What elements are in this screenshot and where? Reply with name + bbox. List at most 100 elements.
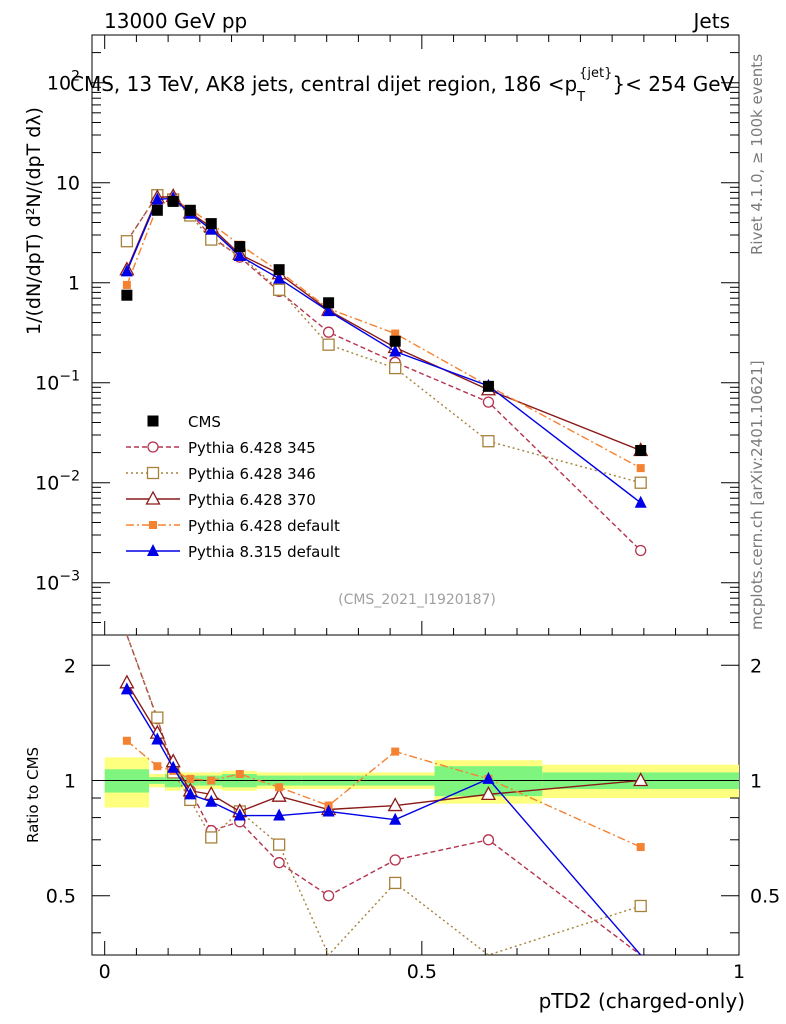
ratio-point-p8def xyxy=(167,760,180,773)
point-p345 xyxy=(322,326,335,338)
ratio-point-p6def xyxy=(186,774,195,783)
legend-marker-p6def xyxy=(149,521,157,529)
point-p346 xyxy=(205,233,218,246)
point-p8def xyxy=(389,344,402,357)
mcplots-label: mcplots.cern.ch [arXiv:2401.10621] xyxy=(748,360,766,630)
ratio-point-p8def xyxy=(273,808,286,821)
y-tick-label-main: 10−3 xyxy=(35,569,80,595)
legend-marker-p346 xyxy=(146,466,160,480)
y-tick-label-main: 1 xyxy=(68,273,80,295)
point-p8def xyxy=(634,495,647,508)
point-p345 xyxy=(635,544,647,557)
ratio-point-p8def xyxy=(322,804,335,817)
ratio-point-p6def xyxy=(275,783,284,792)
y-tick-label-ratio: 2 xyxy=(64,655,76,677)
legend-label-p370: Pythia 6.428 370 xyxy=(188,491,316,509)
ratio-point-p345 xyxy=(389,854,401,866)
ratio-point-p346 xyxy=(389,876,402,890)
ratio-point-p6def xyxy=(235,769,244,778)
legend-marker-p345 xyxy=(147,441,159,453)
ratio-point-p8def xyxy=(120,682,133,695)
ratio-line-p346 xyxy=(126,634,641,957)
point-p6def xyxy=(122,280,131,289)
legend-marker-p370 xyxy=(145,490,161,505)
ratio-point-p8def xyxy=(151,732,164,745)
y-tick-label-main: 10−1 xyxy=(35,369,80,395)
y-tick-label-main: 10−2 xyxy=(35,469,80,495)
cms-data-point xyxy=(205,218,217,230)
ratio-point-p8def xyxy=(184,787,197,800)
ratio-series xyxy=(119,634,649,957)
y-tick-label-ratio-right: 0.5 xyxy=(750,886,780,908)
ratio-point-p345 xyxy=(482,834,495,846)
point-p8def xyxy=(151,192,164,205)
ratio-point-p6def xyxy=(391,747,400,756)
cms-data-point xyxy=(482,380,494,392)
point-p346 xyxy=(272,283,286,296)
ratio-point-p8def xyxy=(205,794,218,807)
ratio-point-p346 xyxy=(151,711,164,724)
ratio-point-p345 xyxy=(273,857,285,869)
y-tick-label-ratio: 1 xyxy=(64,771,76,793)
point-p8def xyxy=(273,271,286,284)
point-p8def xyxy=(322,304,335,317)
ratio-point-p6def xyxy=(207,776,216,785)
cms-data-point xyxy=(184,204,196,216)
plot-title: CMS, 13 TeV, AK8 jets, central dijet reg… xyxy=(70,66,735,105)
cms-data-point xyxy=(323,297,335,309)
legend-marker-p8def xyxy=(147,544,159,556)
legend-label-p8def: Pythia 8.315 default xyxy=(188,543,340,561)
ratio-point-p346 xyxy=(634,899,647,913)
y-tick-label-ratio: 0.5 xyxy=(46,886,76,908)
cms-data-point xyxy=(167,195,179,207)
point-p8def xyxy=(120,264,133,277)
ratio-point-p8def xyxy=(233,808,246,821)
series-line-p8def xyxy=(126,197,642,504)
point-p346 xyxy=(389,361,402,375)
legend: CMS Pythia 6.428 345 Pythia 6.428 346 Pythi… xyxy=(126,413,340,561)
ratio-point-p370 xyxy=(480,786,497,801)
point-p6def xyxy=(636,464,645,473)
cms-data-point xyxy=(151,204,163,216)
ratio-point-p6def xyxy=(153,762,162,771)
ratio-line-p8def xyxy=(126,689,642,956)
point-p346 xyxy=(322,338,335,351)
ratio-point-p6def xyxy=(122,736,131,745)
x-tick-label: 0 xyxy=(99,961,111,983)
cms-data-point xyxy=(273,264,285,276)
y-axis-label-main: 1/(dN/dpT) d²N/(dpT dλ) xyxy=(23,107,45,335)
ratio-point-p346 xyxy=(272,838,286,851)
point-p6def xyxy=(391,329,400,338)
main-series xyxy=(119,188,649,557)
ratio-point-p370 xyxy=(633,772,649,787)
point-p346 xyxy=(634,476,647,489)
cms-data-point xyxy=(121,289,133,301)
y-tick-label-main: 10 xyxy=(56,173,80,195)
watermark: (CMS_2021_I1920187) xyxy=(338,592,496,608)
legend-label-cms: CMS xyxy=(188,413,221,431)
cms-data-point xyxy=(389,335,401,347)
y-tick-label-ratio-right: 1 xyxy=(750,771,762,793)
legend-label-p6def: Pythia 6.428 default xyxy=(188,517,340,535)
cms-data-point xyxy=(635,444,647,456)
header-right: Jets xyxy=(692,9,730,33)
ratio-point-p8def xyxy=(482,771,495,784)
ratio-point-p346 xyxy=(205,831,218,844)
cms-data-point xyxy=(234,241,246,253)
point-p346 xyxy=(482,435,495,448)
point-p345 xyxy=(482,396,495,408)
ratio-point-p370 xyxy=(387,797,403,812)
header-left: 13000 GeV pp xyxy=(104,9,247,33)
x-axis-label: pTD2 (charged-only) xyxy=(539,989,745,1013)
ratio-point-p6def xyxy=(636,843,645,852)
x-tick-label: 0.5 xyxy=(407,961,437,983)
legend-label-p345: Pythia 6.428 345 xyxy=(188,439,316,457)
ratio-point-p345 xyxy=(322,890,335,902)
point-p346 xyxy=(120,235,134,248)
rivet-label: Rivet 4.1.0, ≥ 100k events xyxy=(748,54,766,255)
y-tick-label-main: 102 xyxy=(47,69,80,95)
axis-ticks: 0 0.5 1 10−3 10−2 10−1 1 10 102 0.5 0.5 1 1 2 2 xyxy=(35,34,780,983)
point-p8def xyxy=(233,248,246,261)
legend-label-p346: Pythia 6.428 346 xyxy=(188,465,316,483)
legend-marker-cms xyxy=(147,415,159,427)
